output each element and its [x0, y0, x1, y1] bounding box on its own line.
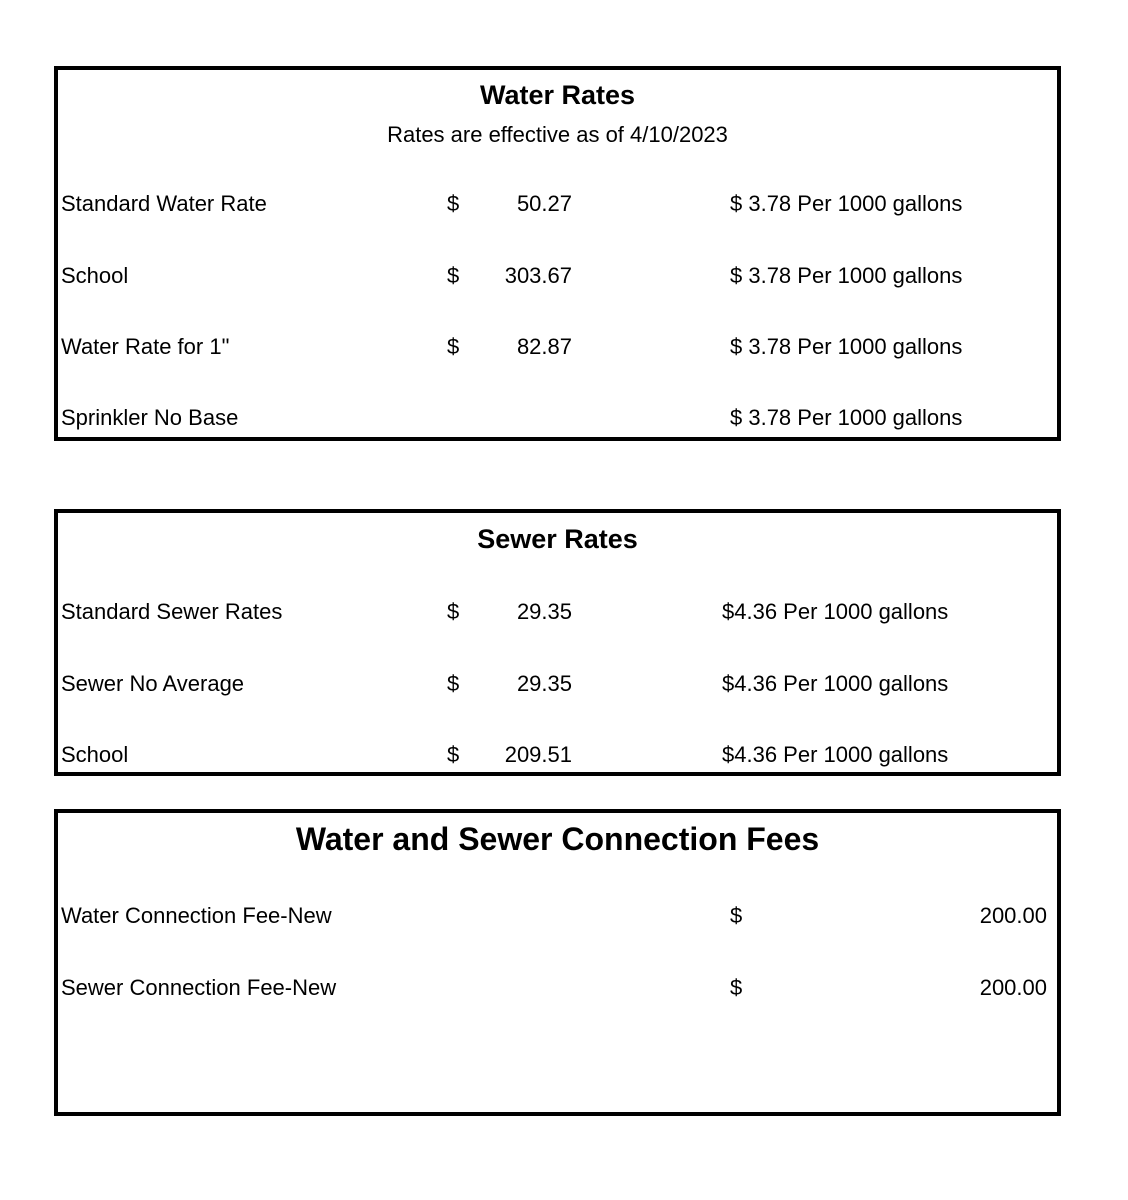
- base-rate: 209.51: [504, 742, 572, 767]
- currency-symbol: $: [447, 671, 460, 696]
- base-rate: 29.35: [516, 671, 572, 696]
- usage-rate: $ 3.78 Per 1000 gallons: [730, 334, 963, 359]
- row-label: Water Rate for 1": [61, 334, 230, 359]
- usage-rate: $ 3.78 Per 1000 gallons: [730, 191, 963, 216]
- sewer-rates-table: Sewer Rates Standard Sewer Rates $ 29.35…: [54, 509, 1061, 776]
- water-rates-title: Water Rates: [479, 80, 636, 110]
- row-label: Sprinkler No Base: [61, 405, 239, 430]
- usage-rate: $4.36 Per 1000 gallons: [722, 671, 949, 696]
- currency-symbol: $: [447, 191, 460, 216]
- row-label: Standard Sewer Rates: [61, 599, 283, 624]
- row-label: School: [61, 263, 129, 288]
- base-rate: 303.67: [504, 263, 572, 288]
- row-label: Sewer Connection Fee-New: [61, 975, 337, 1000]
- usage-rate: $4.36 Per 1000 gallons: [722, 599, 949, 624]
- currency-symbol: $: [447, 742, 460, 767]
- sewer-rates-title: Sewer Rates: [477, 524, 638, 554]
- water-rates-table: Water Rates Rates are effective as of 4/…: [54, 66, 1061, 441]
- currency-symbol: $: [447, 334, 460, 359]
- row-label: Water Connection Fee-New: [61, 903, 332, 928]
- water-rates-effective-date: Rates are effective as of 4/10/2023: [387, 122, 728, 147]
- currency-symbol: $: [447, 263, 460, 288]
- connection-fees-title: Water and Sewer Connection Fees: [295, 821, 820, 857]
- row-label: Standard Water Rate: [61, 191, 267, 216]
- usage-rate: $ 3.78 Per 1000 gallons: [730, 263, 963, 288]
- row-label: School: [61, 742, 129, 767]
- base-rate: 29.35: [516, 599, 572, 624]
- usage-rate: $4.36 Per 1000 gallons: [722, 742, 949, 767]
- currency-symbol: $: [447, 599, 460, 624]
- row-label: Sewer No Average: [61, 671, 245, 696]
- base-rate: 50.27: [516, 191, 572, 216]
- currency-symbol: $: [730, 903, 743, 928]
- fee-amount: 200.00: [979, 975, 1047, 1000]
- connection-fees-table: Water and Sewer Connection Fees Water Co…: [54, 809, 1061, 1116]
- fee-amount: 200.00: [979, 903, 1047, 928]
- base-rate: 82.87: [516, 334, 572, 359]
- usage-rate: $ 3.78 Per 1000 gallons: [730, 405, 963, 430]
- currency-symbol: $: [730, 975, 743, 1000]
